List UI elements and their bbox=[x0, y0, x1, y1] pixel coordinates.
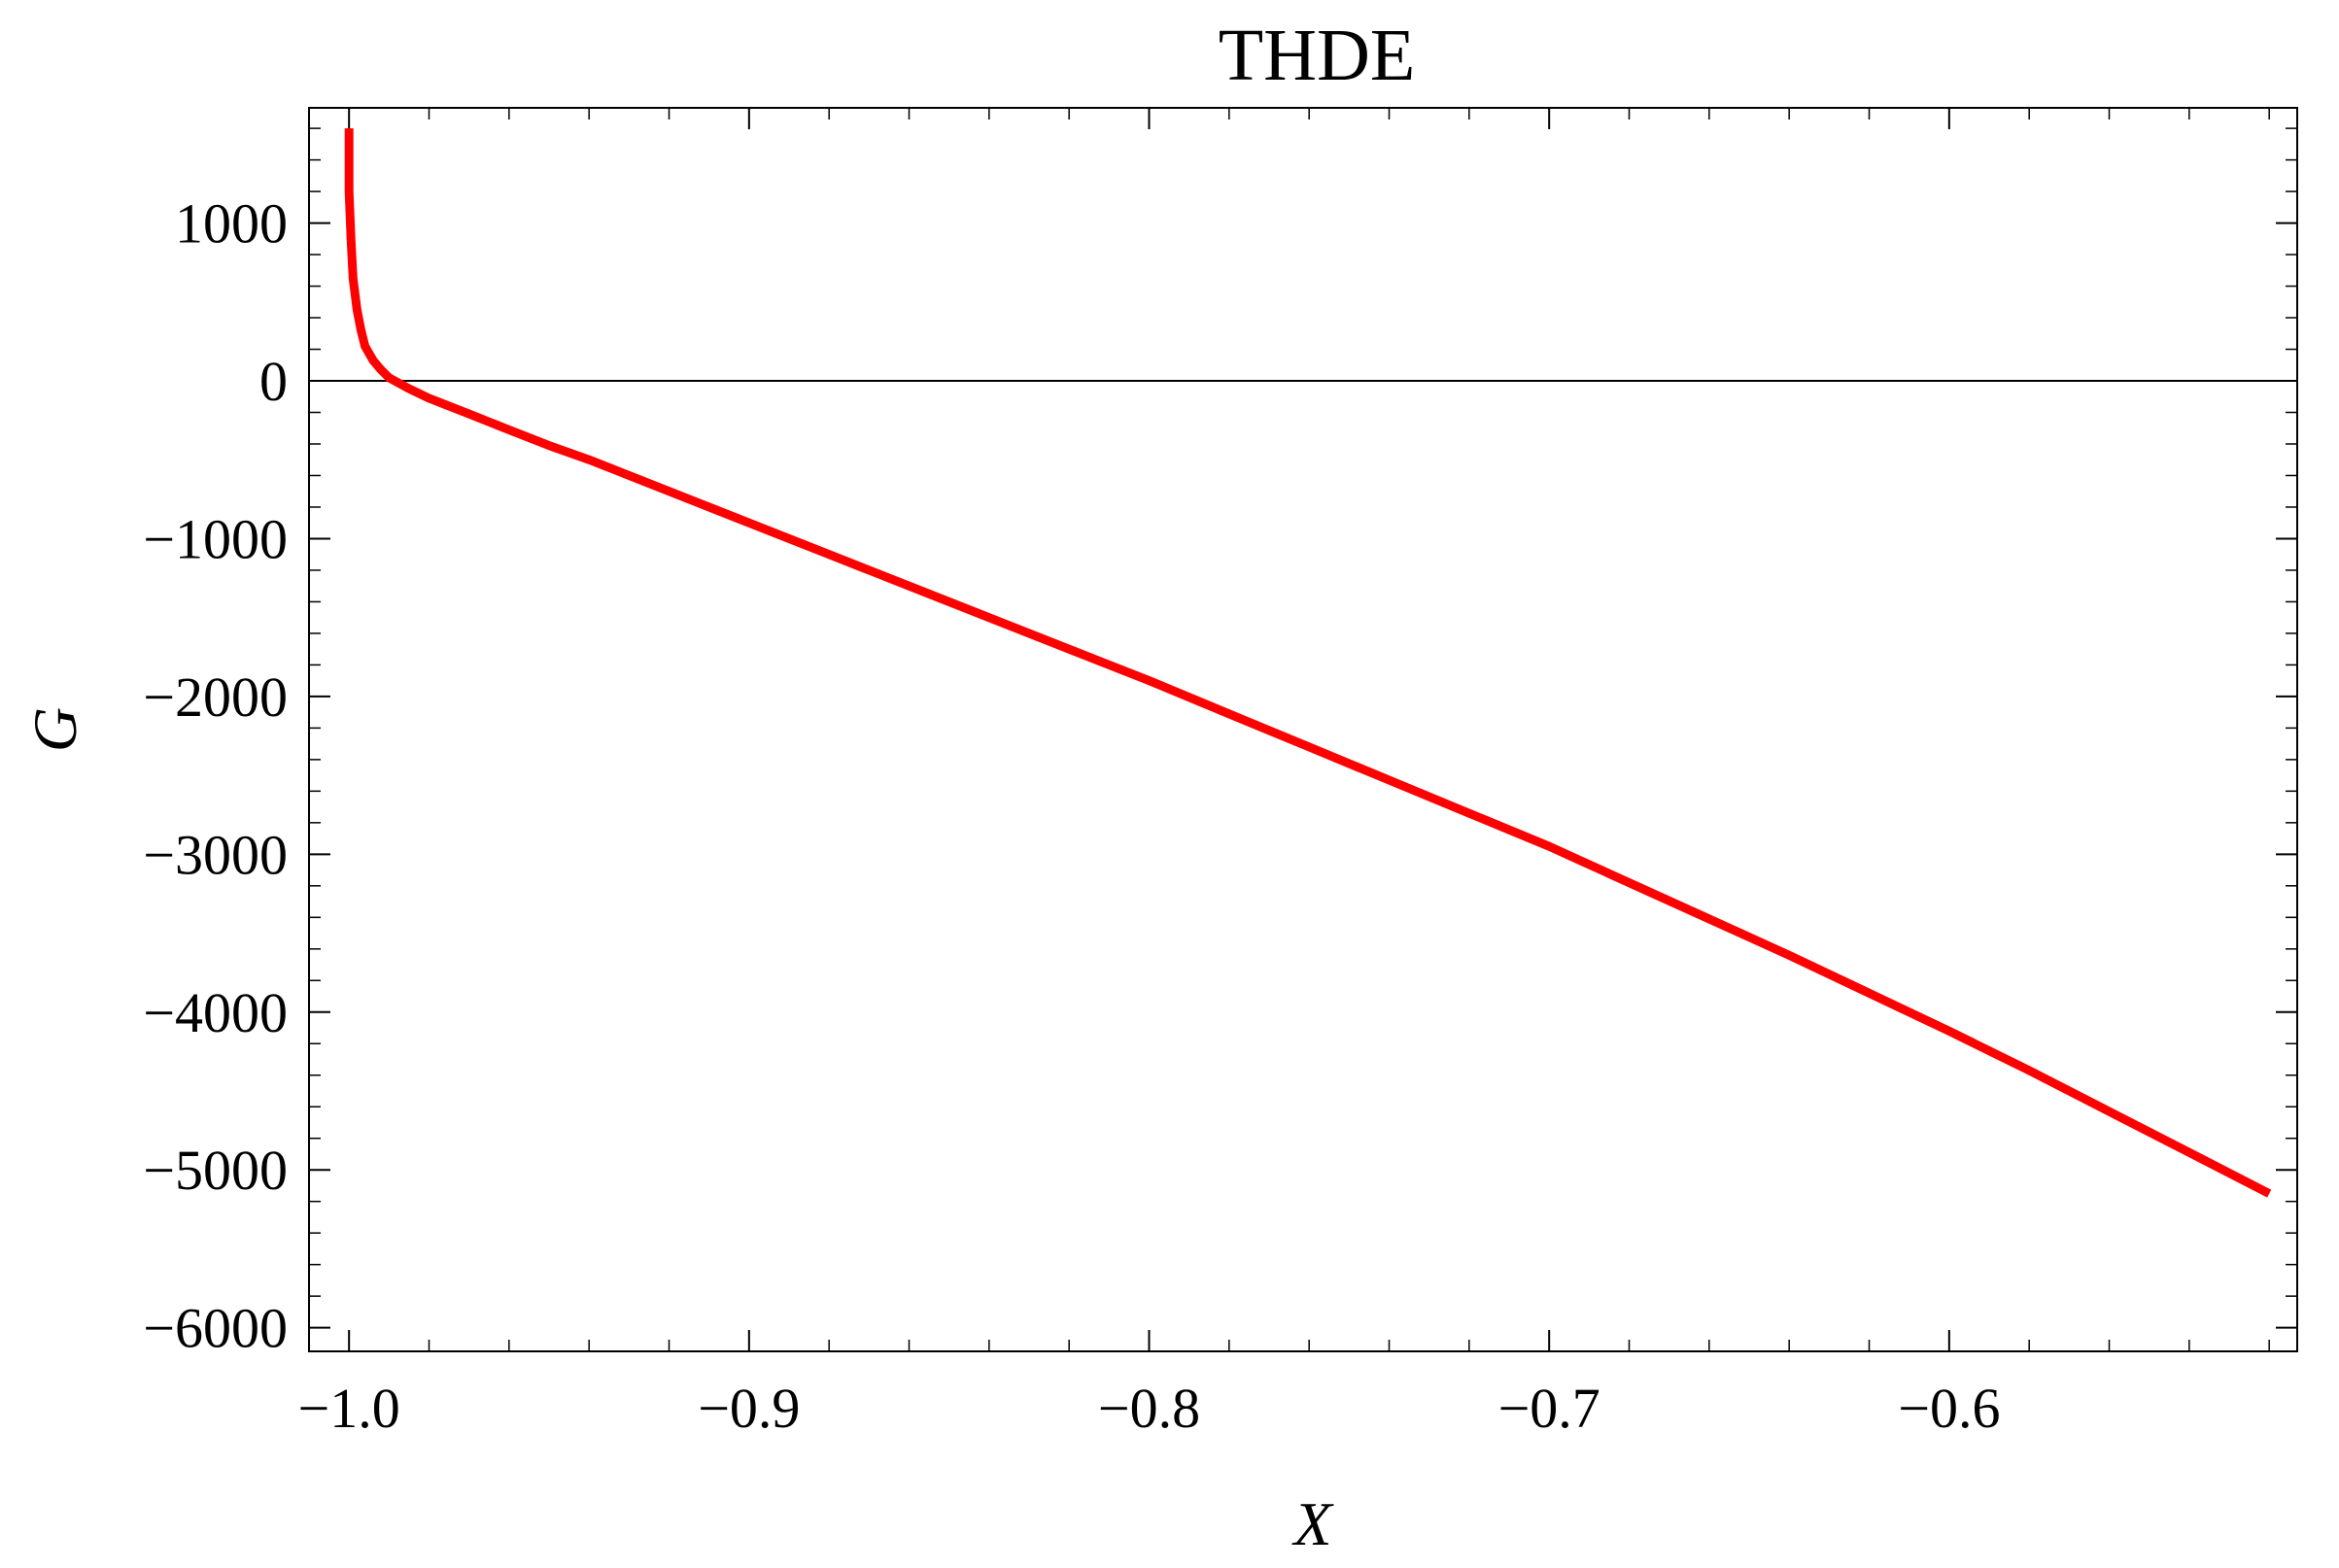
y-axis-label: G bbox=[20, 707, 89, 752]
x-tick-label: −0.8 bbox=[1098, 1377, 1200, 1440]
y-tick-label: −3000 bbox=[143, 823, 288, 886]
minor-ticks bbox=[309, 108, 2297, 1351]
y-tick-label: 1000 bbox=[175, 192, 288, 256]
y-tick-label: −4000 bbox=[143, 981, 288, 1044]
x-axis-label: X bbox=[1290, 1489, 1334, 1558]
x-tick-label: −1.0 bbox=[298, 1377, 400, 1440]
y-tick-label: 0 bbox=[259, 350, 288, 413]
plot-frame bbox=[308, 107, 2298, 1352]
x-axis-ticks: −1.0 −0.9 −0.8 −0.7 −0.6 bbox=[298, 108, 2000, 1440]
series-layer bbox=[344, 128, 2272, 1198]
x-tick-label: −0.7 bbox=[1498, 1377, 1600, 1440]
chart-title: THDE bbox=[1219, 15, 1416, 96]
y-tick-label: −5000 bbox=[143, 1139, 288, 1202]
y-axis-ticks: 1000 0 −1000 −2000 −3000 −4000 −5000 −6000 bbox=[143, 192, 2297, 1360]
series-line-0 bbox=[344, 128, 2272, 1198]
y-tick-label: −2000 bbox=[143, 665, 288, 729]
x-tick-label: −0.9 bbox=[698, 1377, 800, 1440]
y-tick-label: −1000 bbox=[143, 507, 288, 570]
y-tick-label: −6000 bbox=[143, 1297, 288, 1360]
x-tick-label: −0.6 bbox=[1898, 1377, 2000, 1440]
